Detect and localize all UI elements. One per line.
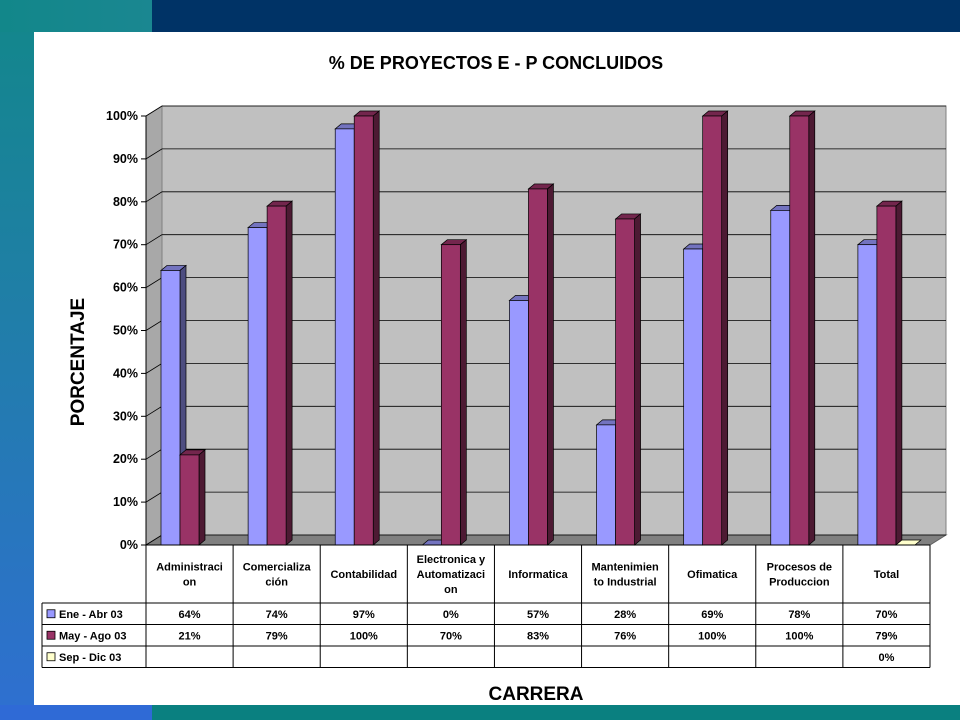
bar <box>857 244 878 546</box>
data-value-label: 83% <box>527 630 549 642</box>
data-value-label: 70% <box>875 609 897 621</box>
category-label: on <box>444 584 458 596</box>
data-value-label: 79% <box>266 630 288 642</box>
data-value-label: 64% <box>179 609 201 621</box>
bar <box>179 454 200 546</box>
frame-top-left-block <box>0 0 152 32</box>
data-value-label: 74% <box>266 609 288 621</box>
gridline <box>145 191 946 203</box>
bar <box>440 244 461 546</box>
y-tick-label: 70% <box>113 238 138 252</box>
category-label: to Industrial <box>594 577 657 589</box>
category-label: Comercializa <box>243 562 312 574</box>
category-label: Electronica y <box>417 554 486 566</box>
category-label: Informatica <box>508 569 568 581</box>
y-tick-label: 20% <box>113 452 138 466</box>
chart-svg: % DE PROYECTOS E - P CONCLUIDOS PORCENTA… <box>41 53 948 705</box>
bar-side <box>808 110 816 546</box>
data-value-label: 100% <box>698 630 726 642</box>
bar <box>528 188 548 546</box>
y-tick-label: 30% <box>113 409 138 423</box>
data-value-label: 57% <box>527 609 549 621</box>
bar <box>334 128 355 546</box>
bar <box>509 300 529 546</box>
data-value-label: 100% <box>350 630 378 642</box>
bar-side <box>634 213 641 546</box>
legend-swatch <box>46 630 56 640</box>
bar-side <box>372 110 380 546</box>
data-value-label: 79% <box>875 630 897 642</box>
category-label: Procesos de <box>767 562 832 574</box>
bar <box>770 210 791 546</box>
bar <box>615 218 635 546</box>
bar <box>266 205 287 546</box>
y-tick-label: 100% <box>106 109 138 123</box>
slide-canvas: % DE PROYECTOS E - P CONCLUIDOS PORCENTA… <box>34 32 960 705</box>
legend-swatch <box>46 652 56 662</box>
data-value-label: 76% <box>614 630 636 642</box>
bar <box>683 248 704 546</box>
bar <box>160 270 181 546</box>
frame-left-bar <box>0 0 34 720</box>
y-tick-label: 90% <box>113 152 138 166</box>
y-tick-label: 40% <box>113 366 138 380</box>
legend-swatch <box>46 609 56 619</box>
frame-top-bar <box>152 0 960 32</box>
bar-side <box>198 449 206 546</box>
bar <box>596 424 616 546</box>
category-label: Total <box>874 569 899 581</box>
gridline <box>145 148 946 160</box>
data-value-label: 78% <box>788 609 810 621</box>
y-tick-label: 0% <box>120 538 138 552</box>
data-value-label: 21% <box>179 630 201 642</box>
legend-series-name: Ene - Abr 03 <box>59 609 123 621</box>
bar-side <box>285 200 293 546</box>
data-value-label: 28% <box>614 609 636 621</box>
bar <box>876 205 897 546</box>
data-value-label: 70% <box>440 630 462 642</box>
category-label: Contabilidad <box>330 569 397 581</box>
frame-bottom-bar <box>152 705 960 720</box>
frame-bottom-left-block <box>0 705 152 720</box>
y-tick-label: 10% <box>113 495 138 509</box>
category-label: Mantenimien <box>591 562 659 574</box>
bar <box>247 227 268 546</box>
data-value-label: 97% <box>353 609 375 621</box>
y-axis-title: PORCENTAJE <box>68 298 89 426</box>
data-value-label: 100% <box>785 630 813 642</box>
bar <box>702 115 723 546</box>
bar-side <box>721 110 729 546</box>
category-label: Automatizaci <box>417 569 485 581</box>
x-axis-title: CARRERA <box>489 684 584 705</box>
bar-side <box>547 183 554 546</box>
legend-series-name: Sep - Dic 03 <box>59 652 121 664</box>
bar-side <box>895 200 903 546</box>
category-label: Produccion <box>769 577 830 589</box>
chart-title: % DE PROYECTOS E - P CONCLUIDOS <box>329 53 663 73</box>
category-label: Ofimatica <box>687 569 738 581</box>
category-label: on <box>183 577 197 589</box>
category-label: Administraci <box>156 562 223 574</box>
data-value-label: 0% <box>878 652 894 664</box>
legend-series-name: May - Ago 03 <box>59 630 126 642</box>
data-table: Administraci on Comercializa ción Contabilid… <box>41 544 931 668</box>
gridline <box>145 234 946 246</box>
y-tick-label: 80% <box>113 195 138 209</box>
data-value-label: 0% <box>443 609 459 621</box>
bar <box>353 115 374 546</box>
y-tick-label: 60% <box>113 281 138 295</box>
category-label: ción <box>265 577 288 589</box>
gridline <box>145 105 946 117</box>
data-value-label: 69% <box>701 609 723 621</box>
y-tick-label: 50% <box>113 324 138 338</box>
bar-side <box>459 238 467 546</box>
bar <box>789 115 810 546</box>
